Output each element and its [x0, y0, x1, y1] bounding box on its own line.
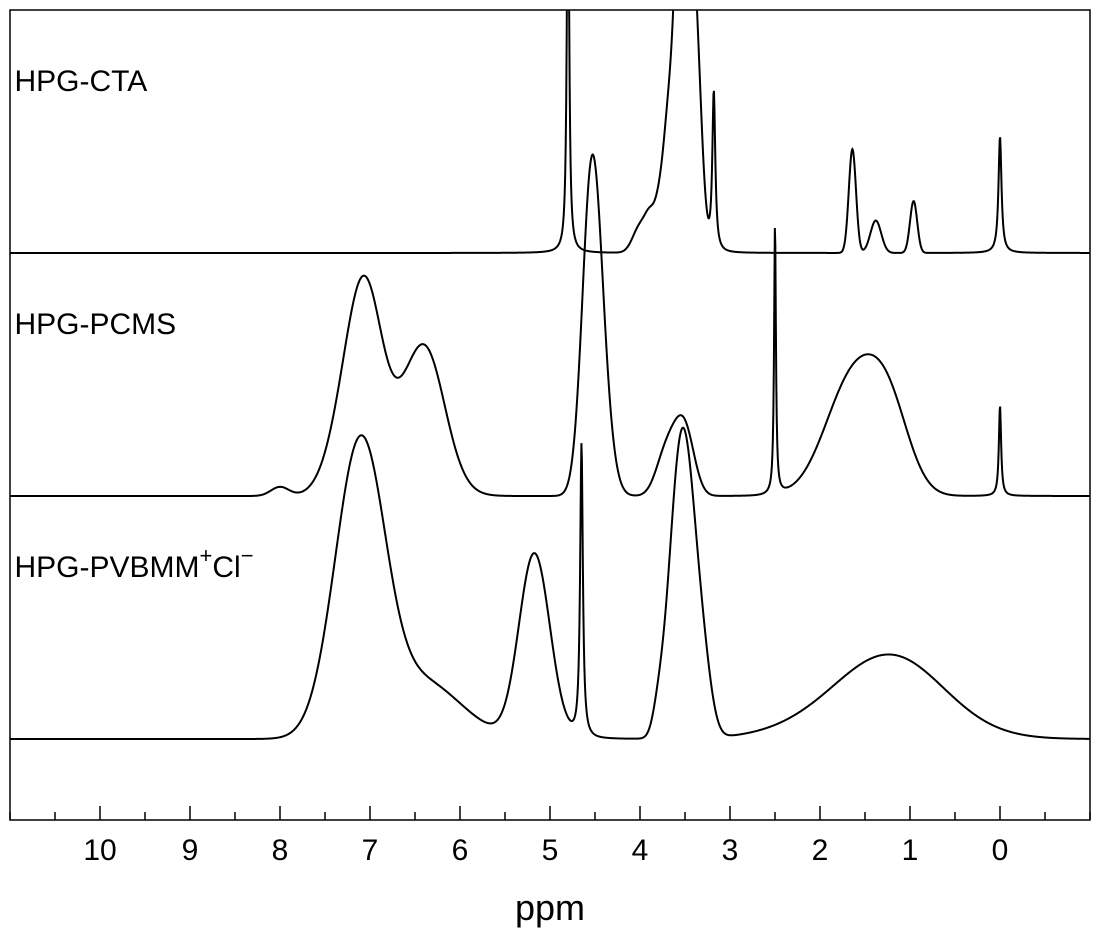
- x-tick-label: 5: [542, 834, 559, 867]
- x-tick-label: 2: [812, 834, 829, 867]
- x-tick-label: 9: [182, 834, 199, 867]
- x-tick-label: 4: [632, 834, 649, 867]
- spectrum-label: HPG-PVBMM+Cl−: [15, 543, 254, 584]
- spectra-group: [10, 0, 1090, 739]
- x-tick-label: 10: [83, 834, 116, 867]
- x-tick-label: 7: [362, 834, 379, 867]
- x-tick-label: 3: [722, 834, 739, 867]
- x-axis-label: ppm: [515, 887, 585, 928]
- nmr-stacked-plot: 109876543210ppmHPG-CTAHPG-PCMSHPG-PVBMM+…: [0, 0, 1099, 942]
- plot-frame: [10, 10, 1090, 820]
- x-tick-label: 1: [902, 834, 919, 867]
- x-tick-label: 6: [452, 834, 469, 867]
- x-tick-label: 8: [272, 834, 289, 867]
- spectrum-HPG-CTA: [10, 0, 1090, 253]
- x-axis: 109876543210ppm: [10, 806, 1090, 928]
- x-tick-label: 0: [992, 834, 1009, 867]
- spectrum-label: HPG-PCMS: [15, 308, 177, 341]
- spectrum-label: HPG-CTA: [15, 65, 148, 98]
